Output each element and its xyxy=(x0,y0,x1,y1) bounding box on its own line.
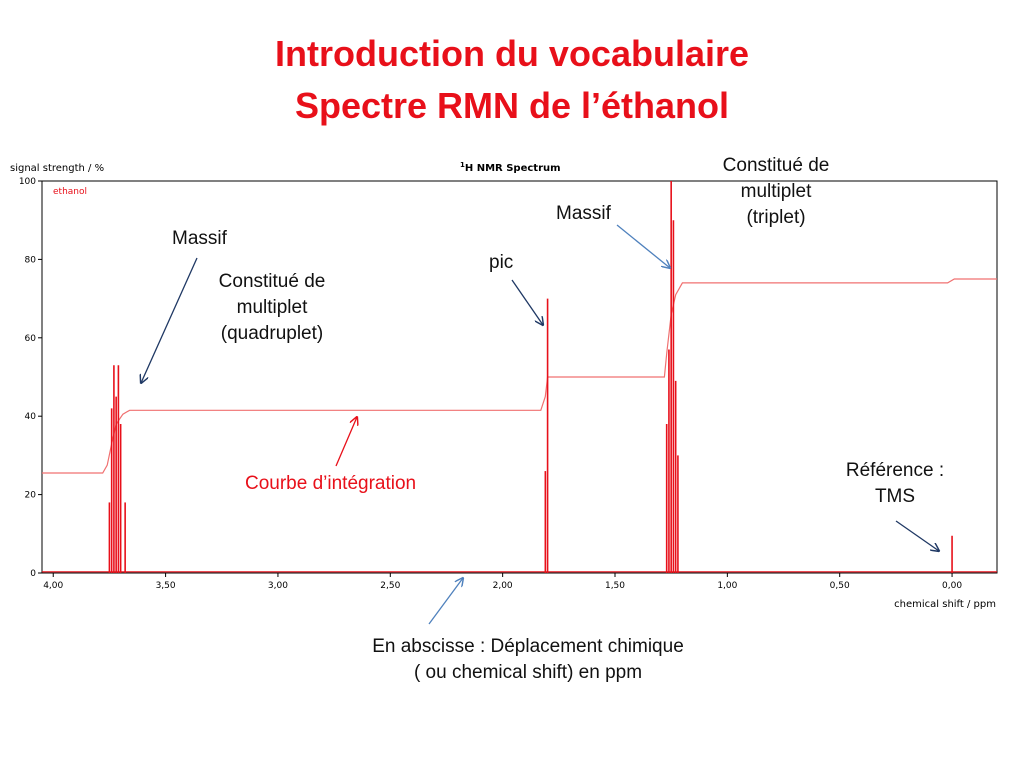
y-tick-label: 40 xyxy=(25,412,37,422)
y-tick-label: 100 xyxy=(19,177,36,187)
arrow-massif-left xyxy=(141,257,198,383)
quadruplet-line1: Constitué de xyxy=(218,271,326,292)
y-tick-label: 60 xyxy=(25,334,37,344)
reference-line1: Référence : xyxy=(845,460,945,481)
x-tick-label: 1,00 xyxy=(717,581,737,591)
integration-curve xyxy=(42,278,997,474)
chart-title-sup: 1 xyxy=(460,161,465,169)
arrow-pic xyxy=(511,279,543,325)
triplet-line3: (triplet) xyxy=(746,207,806,228)
plot-frame xyxy=(41,180,998,574)
abscisse-line2: ( ou chemical shift) en ppm xyxy=(413,662,643,683)
triplet-line1: Constitué de xyxy=(722,155,830,176)
chart-title: 1H NMR Spectrum xyxy=(460,161,561,174)
label-integration: Courbe d’intégration xyxy=(245,473,417,494)
x-tick-label: 0,50 xyxy=(830,581,850,591)
label-massif-right: Massif xyxy=(556,203,611,224)
label-abscisse: En abscisse : Déplacement chimique ( ou … xyxy=(320,634,736,686)
x-tick-label: 2,00 xyxy=(493,581,513,591)
x-tick-label: 4,00 xyxy=(43,581,63,591)
x-tick-label: 3,00 xyxy=(268,581,288,591)
x-tick-label: 3,50 xyxy=(156,581,176,591)
arrow-integration xyxy=(335,417,357,467)
x-tick-label: 1,50 xyxy=(605,581,625,591)
label-massif-left: Massif xyxy=(172,228,227,249)
slide-title-line2: Spectre RMN de l’éthanol xyxy=(294,85,730,126)
y-tick-label: 0 xyxy=(30,569,36,579)
label-triplet: Constitué de multiplet (triplet) xyxy=(700,153,852,231)
quadruplet-line2: multiplet xyxy=(236,297,308,318)
triplet-line2: multiplet xyxy=(740,181,812,202)
y-tick-label: 80 xyxy=(25,255,37,265)
chart-xlabel: chemical shift / ppm xyxy=(894,599,996,610)
spectrum-peaks xyxy=(108,181,953,573)
chart-ylabel: signal strength / % xyxy=(10,163,104,174)
x-axis-ticks: 4,00 3,50 3,00 2,50 2,00 1,50 1,00 0,50 0,00 xyxy=(43,573,962,591)
arrow-abscisse xyxy=(428,578,463,625)
slide-title-line1: Introduction du vocabulaire xyxy=(274,33,750,74)
arrow-reference xyxy=(895,520,939,551)
y-tick-label: 20 xyxy=(25,491,37,501)
label-quadruplet: Constitué de multiplet (quadruplet) xyxy=(196,269,348,347)
label-pic: pic xyxy=(489,252,514,273)
x-tick-label: 0,00 xyxy=(942,581,962,591)
reference-line2: TMS xyxy=(874,486,916,507)
label-reference: Référence : TMS xyxy=(830,458,960,510)
arrow-massif-right xyxy=(616,224,670,268)
x-tick-label: 2,50 xyxy=(380,581,400,591)
chart-legend: ethanol xyxy=(53,187,87,197)
chart-title-main: H NMR Spectrum xyxy=(465,163,561,174)
y-axis-ticks: 0 20 40 60 80 100 xyxy=(19,177,42,579)
abscisse-line1: En abscisse : Déplacement chimique xyxy=(372,636,684,657)
quadruplet-line3: (quadruplet) xyxy=(220,323,324,344)
